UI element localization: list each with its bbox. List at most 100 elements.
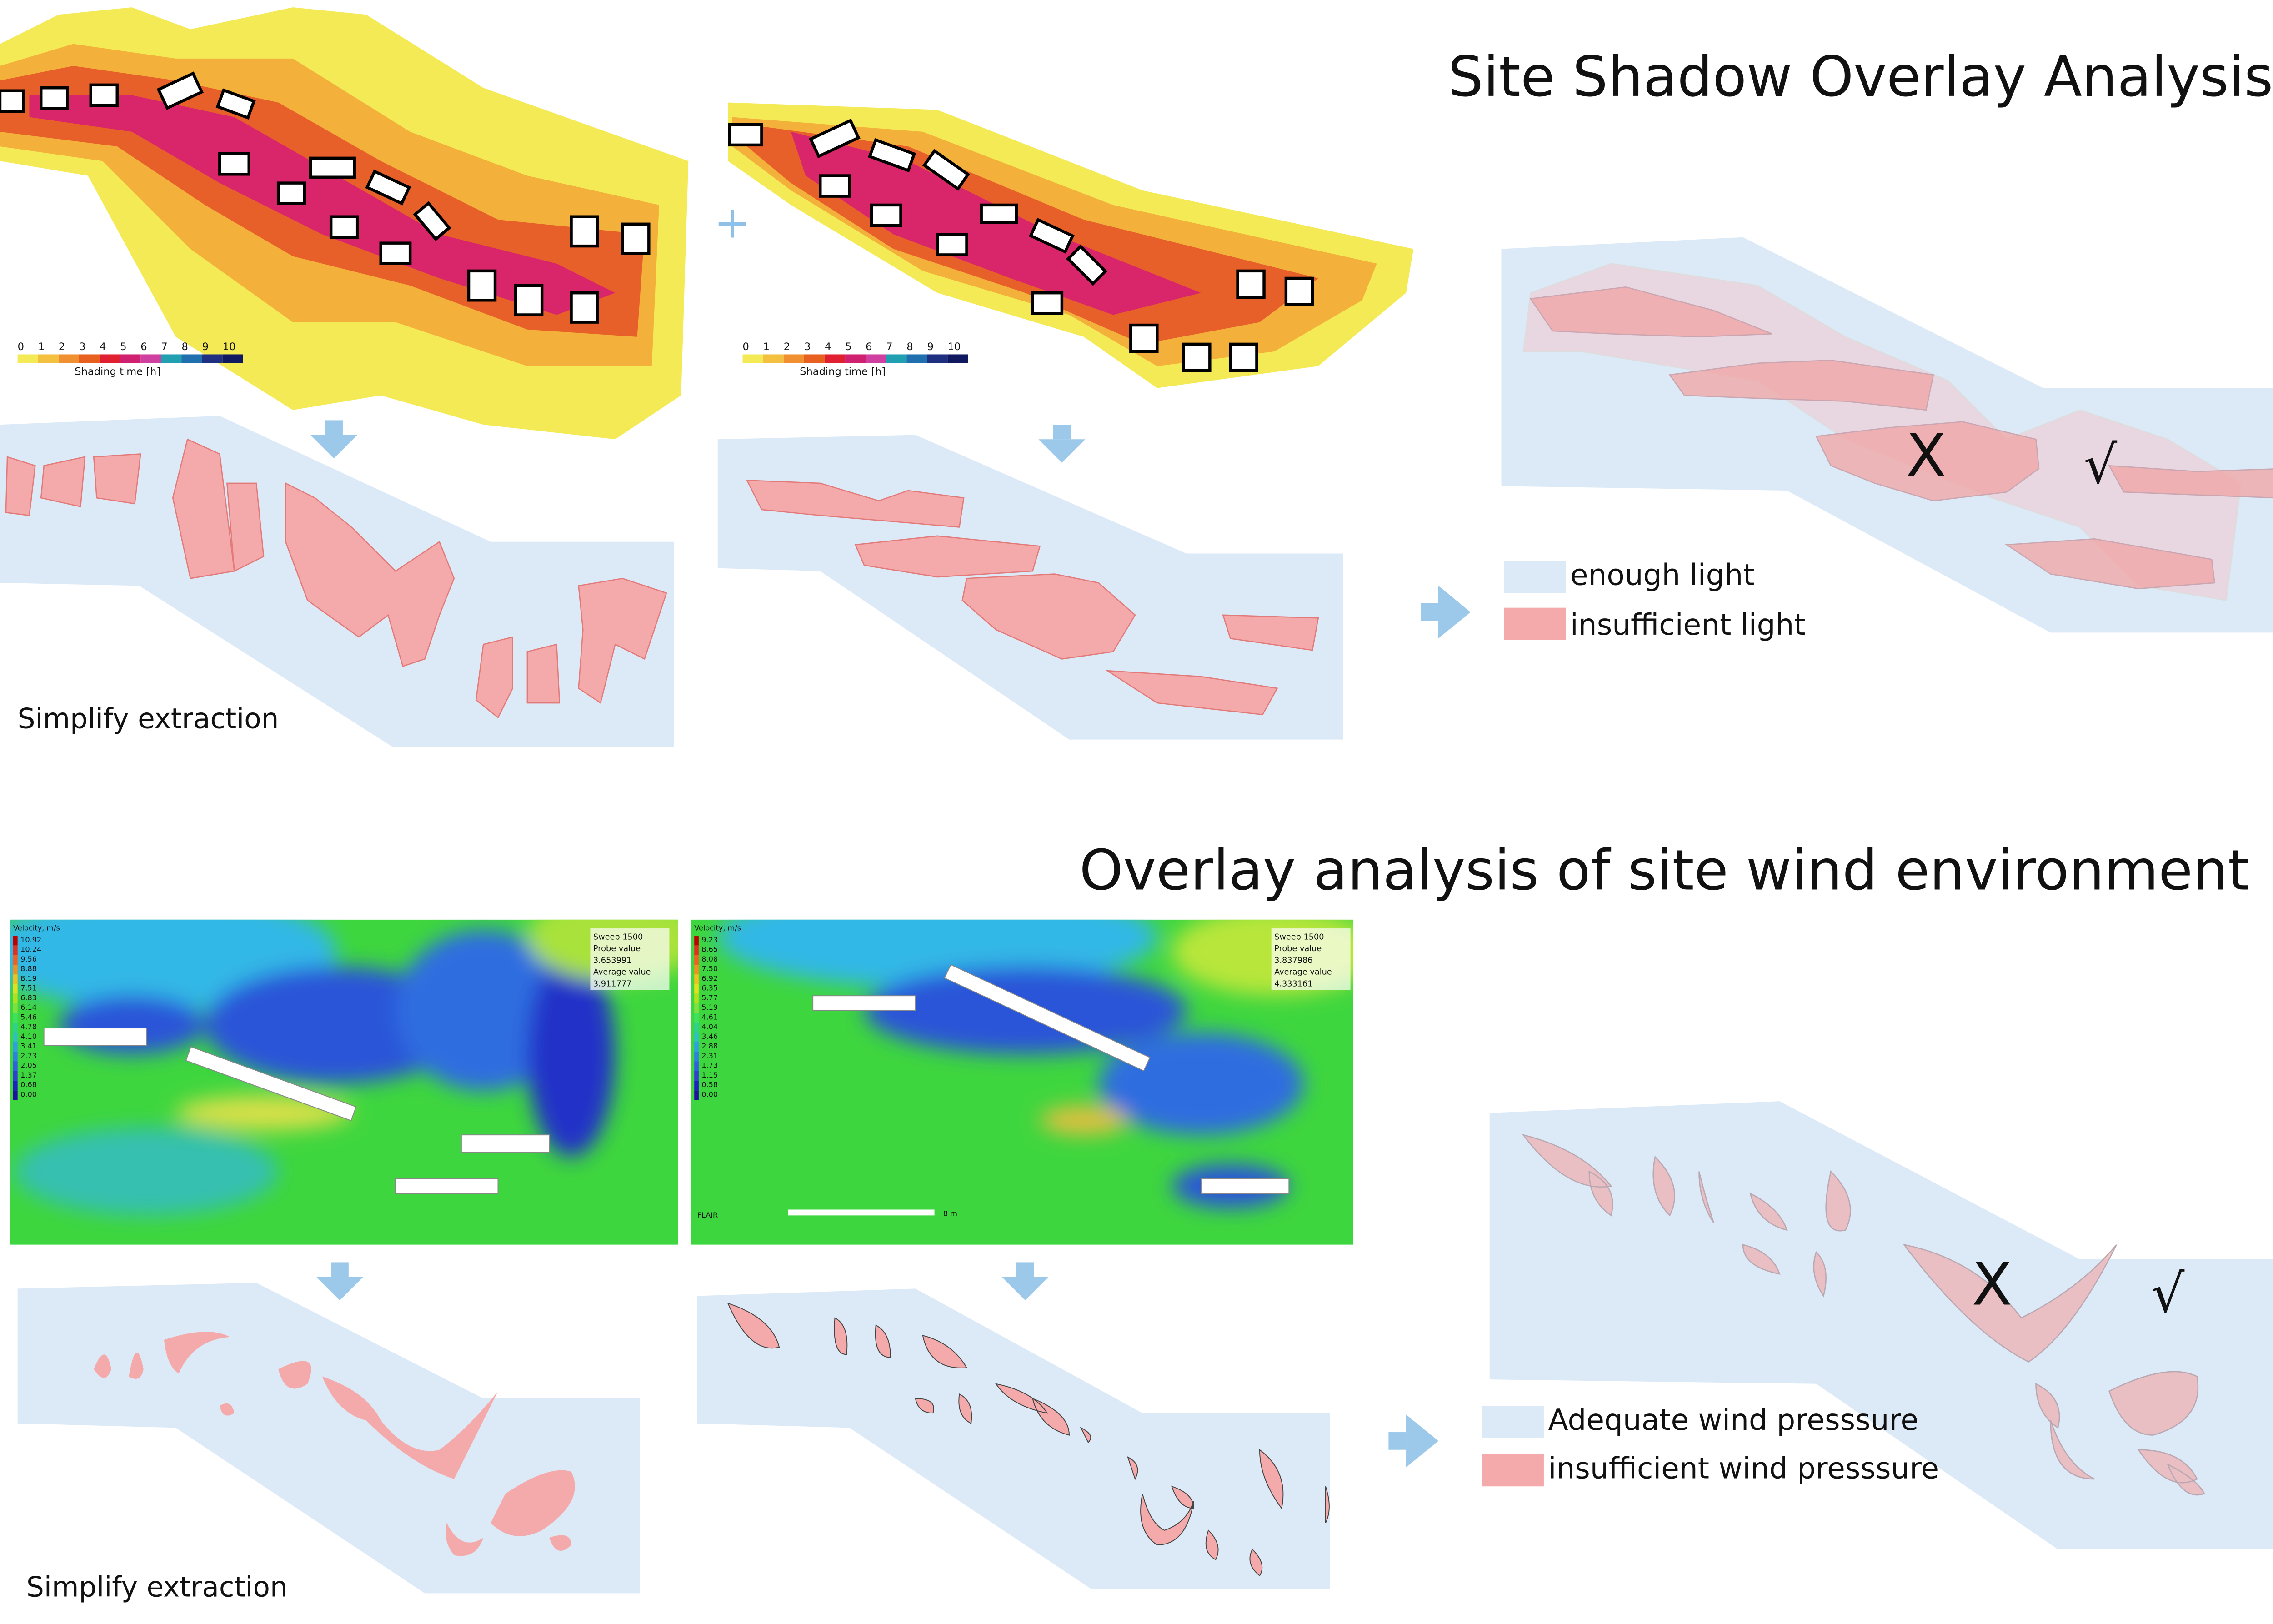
probe-text: Average value <box>1274 968 1332 977</box>
panel-legend-value: 2.73 <box>20 1051 37 1060</box>
panel-legend-swatch <box>694 945 699 955</box>
panel-legend-swatch <box>694 936 699 946</box>
arrow-down <box>316 1262 364 1301</box>
wind-panel <box>10 919 678 1245</box>
panel-legend-value: 6.35 <box>701 984 718 992</box>
panel-legend-swatch <box>694 1090 699 1100</box>
caption: Simplify extraction <box>18 702 279 735</box>
panel-legend-swatch <box>13 1042 18 1052</box>
panel-legend-swatch <box>694 1023 699 1033</box>
scale-tick: 3 <box>79 341 85 353</box>
scale-tick: 4 <box>100 341 106 353</box>
panel-legend-swatch <box>694 974 699 984</box>
section-title: Overlay analysis of site wind environmen… <box>1079 838 2249 903</box>
scale-cell <box>140 354 161 363</box>
scale-label: Shading time [h] <box>75 366 160 378</box>
probe-text: 3.837986 <box>1274 956 1312 965</box>
scale-tick: 0 <box>18 341 24 353</box>
panel-legend-swatch <box>694 1042 699 1052</box>
panel-legend-swatch <box>13 955 18 965</box>
arrow-down <box>1001 1262 1049 1301</box>
scale-cell <box>79 354 100 363</box>
scale-cell <box>38 354 59 363</box>
panel-legend-value: 1.15 <box>701 1071 718 1079</box>
color-scale: 0 1 2 3 4 5 6 7 8 9 10 Shading time [h] <box>18 341 243 378</box>
panel-legend-swatch <box>13 1052 18 1062</box>
panel-legend-swatch <box>694 984 699 994</box>
arrow-down <box>310 420 358 459</box>
scale-cell <box>181 354 202 363</box>
panel-legend-swatch <box>13 1090 18 1100</box>
panel-legend-swatch <box>13 1003 18 1013</box>
scale-cell <box>886 354 907 363</box>
panel-legend-swatch <box>694 964 699 975</box>
mark-check: √ <box>2151 1263 2185 1324</box>
scale-cell <box>906 354 927 363</box>
panel-legend-swatch <box>13 1071 18 1081</box>
legend-swatch <box>1504 561 1566 593</box>
panel-legend-title: Velocity, m/s <box>694 924 741 932</box>
scale-tick: 8 <box>906 341 913 353</box>
scale-tick: 2 <box>59 341 65 353</box>
panel-legend-value: 0.68 <box>20 1080 37 1089</box>
probe-text: Sweep 1500 <box>593 932 643 942</box>
scale-cell <box>783 354 804 363</box>
panel-legend-value: 4.61 <box>701 1012 718 1021</box>
mark-check: √ <box>2083 434 2117 496</box>
panel-legend-value: 8.08 <box>701 955 718 963</box>
scale-tick: 10 <box>948 341 961 353</box>
scale-tick: 1 <box>38 341 45 353</box>
panel-legend-swatch <box>13 1023 18 1033</box>
site-overlay <box>1501 237 2273 633</box>
panel-legend-value: 9.56 <box>20 955 37 963</box>
panel-legend-swatch <box>13 936 18 946</box>
scale-tick: 7 <box>886 341 892 353</box>
site-extraction <box>697 1288 1330 1589</box>
panel-legend-value: 0.00 <box>20 1090 37 1098</box>
panel-legend-value: 7.50 <box>701 964 718 973</box>
panel-legend-swatch <box>694 1013 699 1023</box>
panel-legend-swatch <box>13 974 18 984</box>
legend-label: enough light <box>1570 558 1755 592</box>
mark-x: X <box>1972 1251 2012 1319</box>
caption: Simplify extraction <box>26 1571 288 1603</box>
scale-tick: 4 <box>825 341 831 353</box>
scale-cell <box>100 354 120 363</box>
scale-tick: 9 <box>202 341 209 353</box>
probe-box <box>590 928 670 990</box>
panel-legend-value: 5.19 <box>701 1003 718 1012</box>
panel-legend-value: 7.51 <box>20 984 37 992</box>
panel-legend-swatch <box>694 1081 699 1091</box>
probe-text: Sweep 1500 <box>1274 932 1324 942</box>
scale-tick: 8 <box>182 341 188 353</box>
panel-legend-swatch <box>13 1061 18 1071</box>
panel-legend-title: Velocity, m/s <box>13 924 60 932</box>
probe-text: Probe value <box>1274 944 1322 953</box>
scale-cell <box>927 354 948 363</box>
probe-box <box>1271 928 1351 990</box>
scale-bar-label: 8 m <box>943 1209 957 1218</box>
scale-cell <box>120 354 141 363</box>
probe-text: Average value <box>593 968 651 977</box>
panel-legend-swatch <box>694 1061 699 1071</box>
panel-legend-value: 9.23 <box>701 935 718 944</box>
shadow-map-2 <box>728 102 1414 388</box>
panel-legend-value: 4.04 <box>701 1023 718 1031</box>
panel-legend-swatch <box>13 1032 18 1043</box>
panel-legend-value: 10.92 <box>20 935 41 944</box>
panel-legend-value: 3.41 <box>20 1042 37 1050</box>
scale-cell <box>947 354 968 363</box>
panel-legend-value: 1.73 <box>701 1061 718 1070</box>
legend-swatch <box>1482 1454 1544 1487</box>
panel-labels: Velocity, m/s10.9210.249.568.888.197.516… <box>13 924 1351 1219</box>
panel-legend-swatch <box>13 1013 18 1023</box>
scale-cell <box>866 354 886 363</box>
site-extraction <box>717 435 1343 740</box>
site-overlay <box>1489 1101 2273 1549</box>
panel-legend-value: 1.37 <box>20 1071 37 1079</box>
scale-tick: 3 <box>804 341 811 353</box>
panel-legend-value: 2.31 <box>701 1051 718 1060</box>
panel-legend-swatch <box>694 1003 699 1013</box>
arrow-right <box>1421 586 1471 639</box>
